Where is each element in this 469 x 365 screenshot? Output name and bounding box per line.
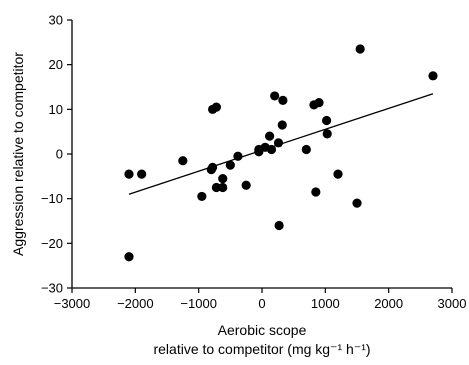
data-point: [208, 163, 217, 172]
data-point: [311, 187, 320, 196]
axes: −3000 −2000 −1000 0 1000 2000 3000 −30 −20 −10 0 10…: [41, 13, 467, 312]
data-point: [322, 116, 331, 125]
data-point: [218, 174, 227, 183]
data-point: [178, 156, 187, 165]
x-tick-label: 3000: [438, 296, 467, 311]
data-point: [323, 129, 332, 138]
data-point: [218, 183, 227, 192]
data-point: [274, 138, 283, 147]
data-point: [267, 145, 276, 154]
x-tick-label: 0: [258, 296, 265, 311]
data-point: [226, 161, 235, 170]
y-tick-label: 30: [49, 13, 63, 28]
data-point: [197, 192, 206, 201]
data-point: [137, 170, 146, 179]
y-tick-label: 0: [56, 147, 63, 162]
data-point: [333, 170, 342, 179]
y-tick-label: −10: [41, 191, 63, 206]
data-point: [428, 71, 437, 80]
x-axis-label-units: relative to competitor (mg kg⁻¹ h⁻¹): [153, 341, 370, 357]
x-tick-label: 2000: [374, 296, 403, 311]
data-point: [278, 96, 287, 105]
y-tick-label: −20: [41, 236, 63, 251]
x-tick-label: −3000: [54, 296, 91, 311]
y-tick-label: −30: [41, 281, 63, 296]
data-point: [302, 145, 311, 154]
data-marks: [124, 44, 437, 261]
data-point: [124, 252, 133, 261]
data-point: [352, 199, 361, 208]
y-axis-label: Aggression relative to competitor: [10, 52, 26, 256]
data-point: [265, 132, 274, 141]
data-point: [124, 170, 133, 179]
data-point: [212, 103, 221, 112]
data-point: [278, 120, 287, 129]
data-point: [242, 181, 251, 190]
data-point: [314, 98, 323, 107]
data-point: [233, 152, 242, 161]
x-tick-label: −1000: [180, 296, 217, 311]
data-point: [270, 91, 279, 100]
y-tick-label: 20: [49, 57, 63, 72]
y-tick-label: 10: [49, 102, 63, 117]
data-point: [356, 44, 365, 53]
x-tick-label: 1000: [311, 296, 340, 311]
data-point: [275, 221, 284, 230]
x-axis-label: Aerobic scope: [218, 322, 307, 338]
x-tick-label: −2000: [117, 296, 154, 311]
